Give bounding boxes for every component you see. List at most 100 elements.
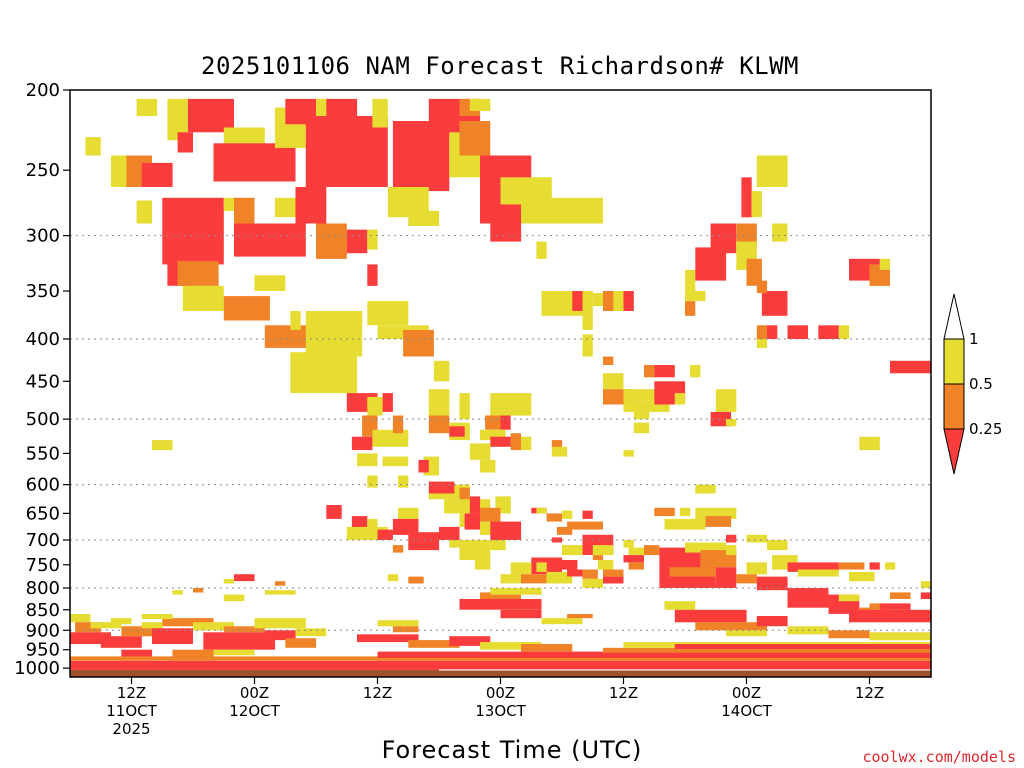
ri-cell [367, 301, 409, 326]
ri-cell [367, 264, 378, 286]
y-tick-label: 950 [26, 640, 60, 661]
ri-cell [480, 642, 542, 650]
ri-cell [398, 475, 409, 488]
ri-cell [387, 574, 399, 582]
ri-cell [500, 609, 542, 619]
ri-cell [490, 393, 532, 416]
ri-cell [351, 436, 373, 451]
ri-cell [177, 261, 219, 286]
ri-cell [136, 200, 152, 224]
x-tick-label: 12OCT [229, 702, 280, 720]
ri-cell [464, 513, 480, 530]
ri-cell [756, 616, 788, 627]
ri-cell [603, 373, 624, 390]
ri-cell [285, 638, 317, 648]
ri-cell [480, 592, 521, 599]
ri-cell [582, 510, 593, 519]
ri-cell [582, 315, 593, 330]
ri-cell [685, 269, 696, 291]
ri-cell [152, 440, 173, 451]
ri-cell [910, 360, 931, 374]
ri-cell [879, 603, 911, 610]
ri-cell [562, 545, 583, 556]
ri-cell [597, 560, 614, 570]
x-tick-label: 13OCT [475, 702, 526, 720]
ri-cell [623, 389, 665, 401]
ri-cell [346, 229, 368, 254]
ri-cell [567, 569, 583, 577]
ri-cell [469, 98, 491, 111]
ri-cell [623, 540, 634, 548]
legend-label: 0.5 [969, 375, 993, 393]
ri-cell [474, 560, 491, 570]
ri-cell [710, 411, 732, 427]
x-tick-label: 11OCT [106, 702, 157, 720]
ri-cell [623, 291, 634, 311]
y-tick-label: 500 [26, 409, 60, 430]
ri-cell [70, 632, 111, 644]
ri-cell [838, 562, 865, 570]
ri-cell [85, 137, 101, 156]
ri-cell [510, 433, 521, 451]
ground-layer [70, 669, 931, 677]
ri-cell [141, 614, 173, 619]
x-tick-label: 00Z [732, 684, 761, 702]
y-tick-label: 600 [26, 475, 60, 496]
ri-cell [193, 588, 204, 593]
ri-cell [623, 400, 670, 412]
ri-cell [234, 223, 306, 257]
ri-cell [633, 422, 650, 434]
ri-cell [480, 429, 506, 441]
credit-link[interactable]: coolwx.com/models [862, 748, 1016, 766]
ri-cell [490, 436, 511, 447]
y-tick-label: 250 [26, 160, 60, 181]
ri-cell [756, 280, 768, 294]
ri-cell [193, 622, 234, 631]
ri-cell [751, 191, 762, 218]
ri-cell [213, 143, 296, 182]
ri-cell [398, 507, 419, 522]
ri-cell [480, 507, 501, 522]
ri-cell [121, 649, 153, 659]
legend-swatch-above-1 [943, 293, 965, 340]
ri-cell [203, 632, 276, 650]
ri-cell [326, 98, 358, 141]
ri-cell [111, 618, 132, 625]
ri-cell [254, 618, 306, 629]
ri-cell [70, 614, 91, 623]
ri-cell [551, 446, 568, 457]
ri-cell [182, 285, 224, 311]
ri-cell [572, 291, 583, 311]
ri-cell [726, 545, 737, 556]
ri-cell [582, 569, 598, 579]
ri-cell [234, 197, 255, 224]
ri-cell [351, 516, 368, 530]
ri-cell [695, 622, 768, 631]
ri-cell [592, 545, 614, 556]
ri-cell [679, 507, 691, 517]
ri-cell [316, 223, 347, 259]
ri-cell [521, 644, 573, 652]
ri-cell [490, 521, 522, 540]
ri-cell [100, 636, 142, 648]
ri-cell [382, 456, 409, 467]
ri-cell [920, 592, 932, 599]
ri-cell [828, 630, 870, 639]
ri-cell [459, 540, 491, 560]
ri-cell [664, 518, 706, 530]
ri-cell [685, 301, 696, 316]
ri-cell [459, 393, 470, 420]
ri-cell [428, 415, 450, 434]
ri-cell [756, 339, 768, 348]
y-tick-label: 450 [26, 371, 60, 392]
ri-cell [567, 521, 603, 530]
ri-cell [644, 365, 655, 378]
ri-cell [521, 436, 532, 451]
ri-cell [746, 562, 767, 575]
ri-cell [167, 98, 188, 141]
ri-cell [357, 453, 378, 467]
ri-cell [674, 644, 932, 649]
ri-cell [710, 223, 737, 254]
legend-swatch-red [943, 428, 965, 475]
